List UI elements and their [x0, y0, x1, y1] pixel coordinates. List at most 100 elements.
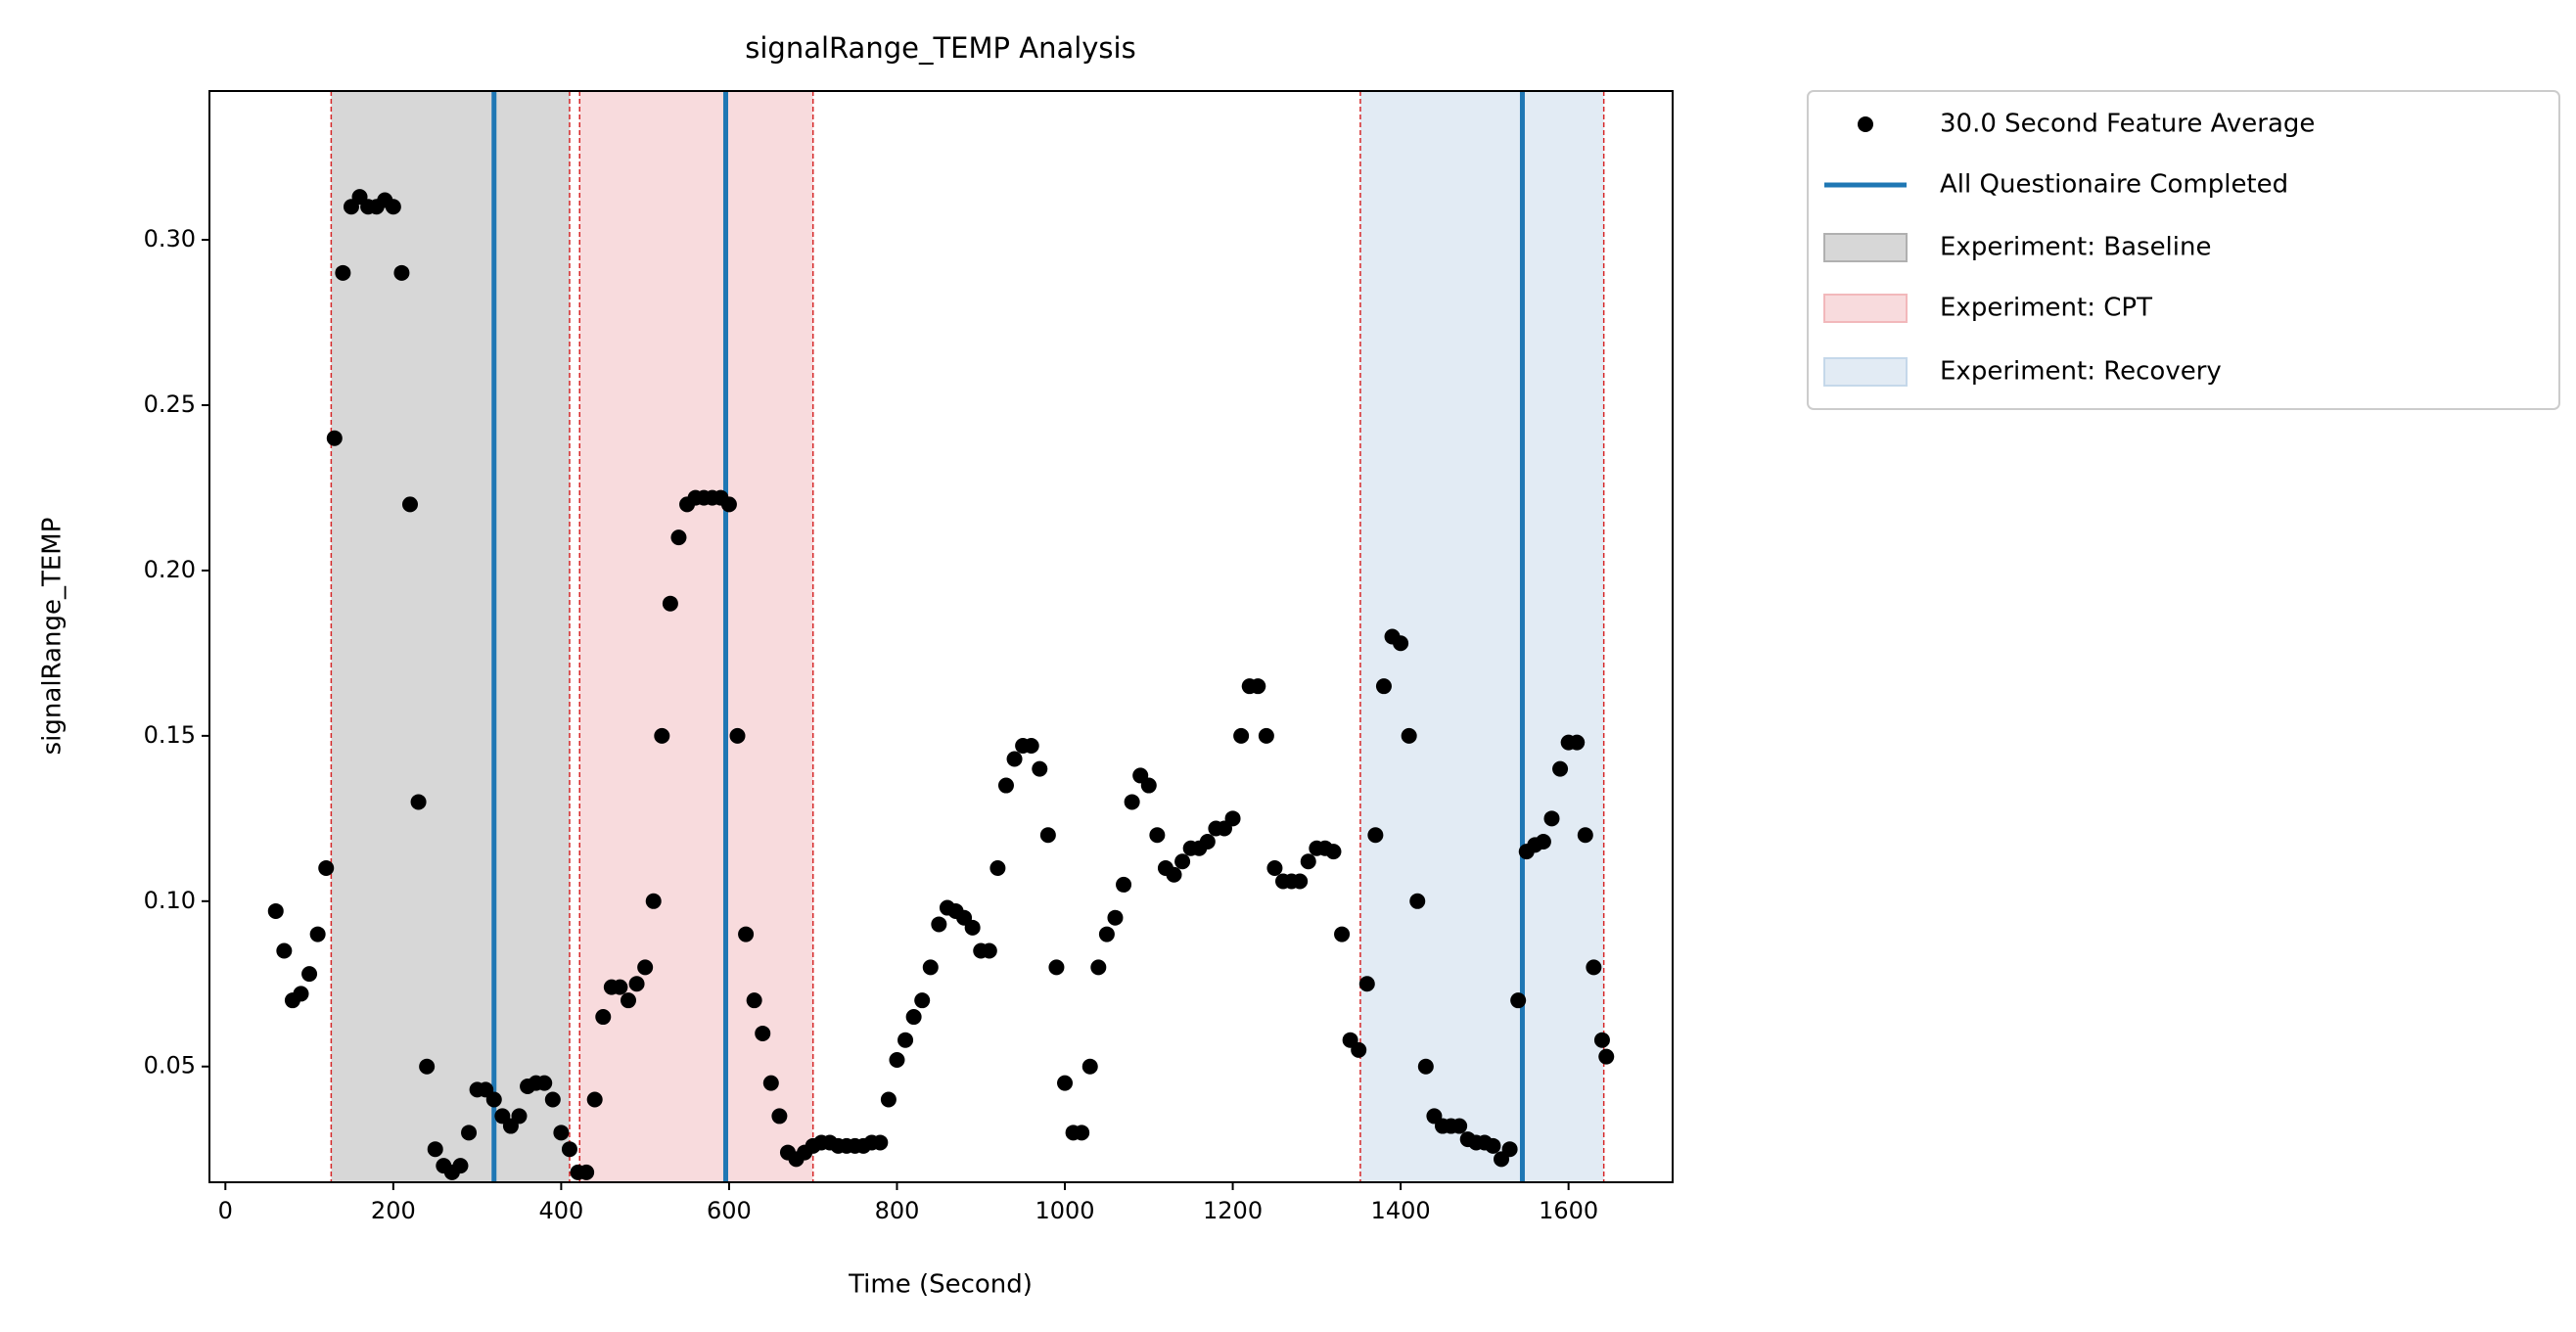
data-point	[452, 1158, 469, 1174]
data-point	[1501, 1141, 1518, 1158]
data-point	[1166, 866, 1182, 883]
data-point	[1334, 926, 1351, 942]
legend-text: Experiment: Baseline	[1940, 233, 2211, 262]
data-point	[335, 264, 351, 281]
data-point	[553, 1125, 570, 1141]
data-point	[922, 959, 939, 976]
legend-patch	[1823, 233, 1908, 262]
data-point	[897, 1032, 914, 1048]
axes-frame	[208, 90, 1674, 1183]
legend-text: 30.0 Second Feature Average	[1940, 110, 2315, 139]
data-point	[1292, 873, 1309, 890]
data-point	[1250, 678, 1266, 695]
data-point	[1325, 844, 1342, 860]
data-point	[1057, 1075, 1074, 1091]
plot-area	[267, 91, 1615, 1182]
data-point	[1552, 760, 1569, 777]
legend-marker	[1858, 116, 1873, 132]
x-tick-label: 400	[538, 1197, 583, 1224]
data-point	[301, 966, 318, 983]
data-point	[393, 264, 410, 281]
data-point	[1409, 893, 1426, 909]
data-point	[385, 199, 401, 215]
span	[331, 91, 570, 1182]
data-point	[318, 860, 335, 877]
data-point	[762, 1075, 779, 1091]
data-point	[931, 916, 947, 933]
data-point	[755, 1025, 771, 1041]
data-point	[595, 1009, 612, 1026]
data-point	[1266, 860, 1283, 877]
data-point	[1351, 1041, 1367, 1058]
data-point	[1598, 1048, 1615, 1065]
axes: 0 200 400 600 800 1000 1200 1400 1600 0.05 0.10 0.1…	[144, 225, 1599, 1224]
data-point	[401, 496, 418, 513]
y-tick-label: 0.20	[144, 556, 196, 583]
data-point	[1401, 727, 1417, 744]
span	[579, 91, 813, 1182]
legend-frame	[1807, 90, 2560, 410]
data-point	[880, 1091, 897, 1108]
data-point	[981, 942, 997, 959]
data-point	[461, 1125, 478, 1141]
data-point	[410, 794, 427, 810]
data-point	[662, 595, 678, 612]
data-point	[1023, 738, 1039, 754]
data-point	[637, 959, 654, 976]
data-point	[905, 1009, 922, 1026]
data-point	[1535, 833, 1551, 850]
data-point	[293, 986, 309, 1002]
legend-text: Experiment: Recovery	[1940, 357, 2222, 387]
data-point	[1039, 827, 1056, 844]
legend: 30.0 Second Feature Average All Questiona…	[1807, 90, 2560, 410]
data-point	[670, 529, 687, 546]
data-point	[586, 1091, 603, 1108]
legend-text: All Questionaire Completed	[1940, 170, 2288, 200]
x-tick-label: 1400	[1371, 1197, 1431, 1224]
data-point	[1048, 959, 1065, 976]
data-point	[1116, 876, 1132, 893]
data-point	[1107, 909, 1124, 926]
y-axis-label: signalRange_TEMP	[38, 518, 68, 756]
data-point	[1451, 1118, 1468, 1134]
data-point	[1586, 959, 1602, 976]
data-point	[1081, 1058, 1098, 1075]
data-point	[536, 1075, 553, 1091]
data-point	[1174, 853, 1191, 870]
data-point	[1224, 810, 1241, 827]
x-tick-label: 1200	[1203, 1197, 1263, 1224]
y-tick-label: 0.30	[144, 225, 196, 253]
data-point	[267, 902, 284, 919]
data-point	[1032, 760, 1048, 777]
x-tick-label: 600	[707, 1197, 752, 1224]
data-point	[771, 1108, 788, 1125]
x-tick-label: 1600	[1539, 1197, 1598, 1224]
data-point	[1124, 794, 1140, 810]
data-point	[738, 926, 755, 942]
x-tick-label: 800	[875, 1197, 920, 1224]
data-point	[1006, 751, 1023, 767]
data-point	[628, 976, 645, 992]
data-point	[1149, 827, 1166, 844]
data-point	[872, 1134, 889, 1151]
data-point	[1090, 959, 1107, 976]
x-tick-label: 1000	[1035, 1197, 1094, 1224]
data-point	[1199, 833, 1216, 850]
data-point	[561, 1141, 577, 1158]
data-point	[1485, 1137, 1501, 1154]
data-point	[997, 777, 1014, 794]
legend-patch	[1823, 357, 1908, 387]
y-tick-label: 0.15	[144, 721, 196, 749]
data-point	[1300, 853, 1316, 870]
data-point	[1098, 926, 1115, 942]
data-point	[1569, 734, 1586, 751]
data-point	[654, 727, 670, 744]
chart-title: signalRange_TEMP Analysis	[745, 31, 1135, 65]
x-axis-label: Time (Second)	[848, 1270, 1033, 1300]
legend-text: Experiment: CPT	[1940, 294, 2152, 323]
data-point	[1417, 1058, 1434, 1075]
data-point	[889, 1051, 905, 1068]
data-point	[1358, 976, 1375, 992]
data-point	[1543, 810, 1560, 827]
